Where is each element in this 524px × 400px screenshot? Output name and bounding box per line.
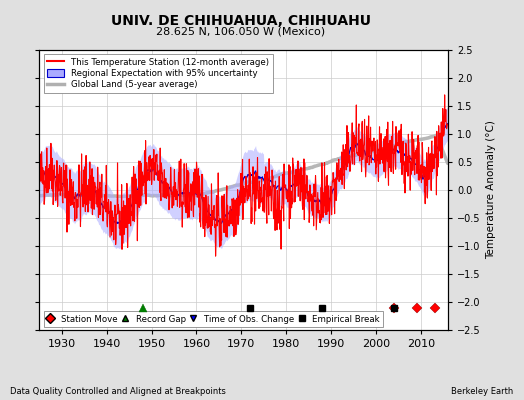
Text: Data Quality Controlled and Aligned at Breakpoints: Data Quality Controlled and Aligned at B… [10, 387, 226, 396]
Legend: Station Move, Record Gap, Time of Obs. Change, Empirical Break: Station Move, Record Gap, Time of Obs. C… [43, 311, 383, 327]
Y-axis label: Temperature Anomaly (°C): Temperature Anomaly (°C) [486, 120, 496, 260]
Text: UNIV. DE CHIHUAHUA, CHIHUAHU: UNIV. DE CHIHUAHUA, CHIHUAHU [111, 14, 371, 28]
Text: Berkeley Earth: Berkeley Earth [451, 387, 514, 396]
Text: 28.625 N, 106.050 W (Mexico): 28.625 N, 106.050 W (Mexico) [157, 26, 325, 36]
